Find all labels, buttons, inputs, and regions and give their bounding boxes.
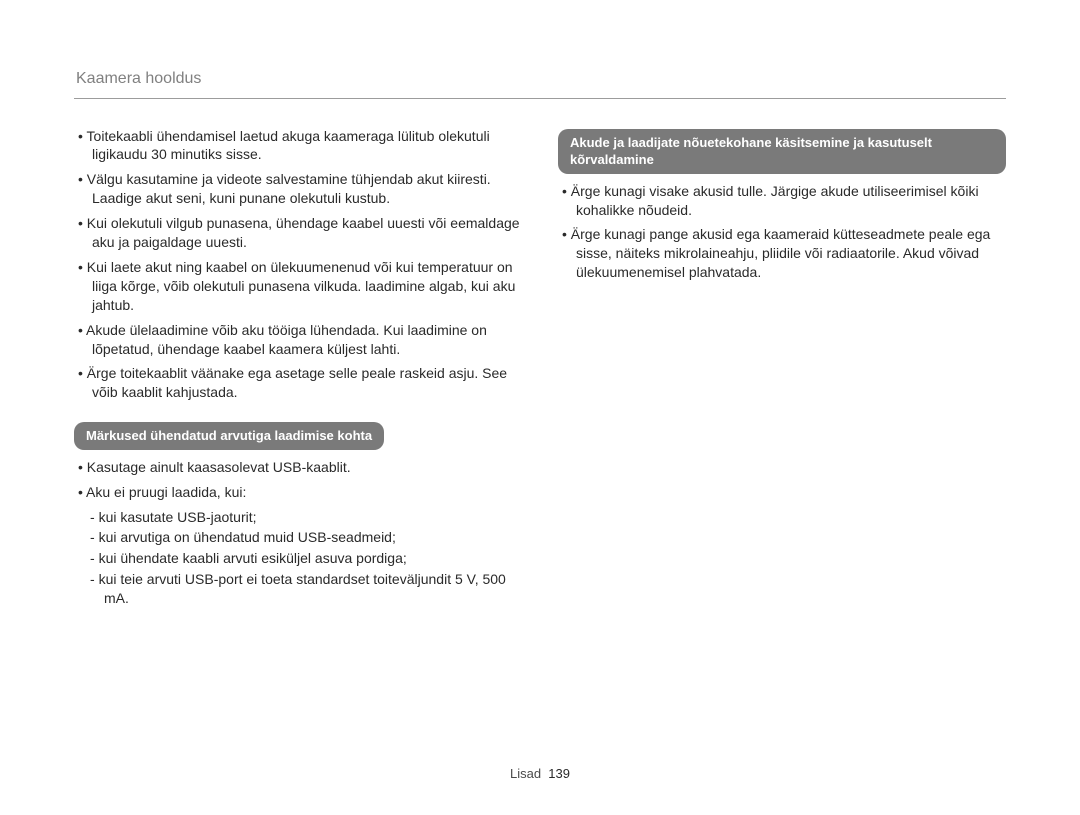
footer-page-number: 139 (548, 766, 570, 781)
dash-item: kui kasutate USB-jaoturit; (90, 508, 522, 527)
columns: Toitekaabli ühendamisel laetud akuga kaa… (74, 127, 1006, 610)
bullet-item: Kui laete akut ning kaabel on ülekuumene… (78, 258, 522, 315)
page-footer: Lisad 139 (0, 765, 1080, 783)
bullet-item: Ärge kunagi visake akusid tulle. Järgige… (562, 182, 1006, 220)
right-bullets: Ärge kunagi visake akusid tulle. Järgige… (558, 182, 1006, 282)
bullet-item: Kasutage ainult kaasasolevat USB-kaablit… (78, 458, 522, 477)
left-top-bullets: Toitekaabli ühendamisel laetud akuga kaa… (74, 127, 522, 403)
dash-item: kui ühendate kaabli arvuti esiküljel asu… (90, 549, 522, 568)
dash-item: kui arvutiga on ühendatud muid USB-seadm… (90, 528, 522, 547)
bullet-item: Toitekaabli ühendamisel laetud akuga kaa… (78, 127, 522, 165)
left-mid-bullets: Kasutage ainult kaasasolevat USB-kaablit… (74, 458, 522, 502)
bullet-item: Kui olekutuli vilgub punasena, ühendage … (78, 214, 522, 252)
left-dashes: kui kasutate USB-jaoturit; kui arvutiga … (74, 508, 522, 608)
right-pill-heading: Akude ja laadijate nõuetekohane käsitsem… (558, 129, 1006, 174)
footer-label: Lisad (510, 766, 541, 781)
left-column: Toitekaabli ühendamisel laetud akuga kaa… (74, 127, 522, 610)
page-title: Kaamera hooldus (76, 68, 1006, 90)
bullet-item: Ärge kunagi pange akusid ega kaameraid k… (562, 225, 1006, 282)
right-column: Akude ja laadijate nõuetekohane käsitsem… (558, 127, 1006, 610)
bullet-item: Välgu kasutamine ja videote salvestamine… (78, 170, 522, 208)
bullet-item: Akude ülelaadimine võib aku tööiga lühen… (78, 321, 522, 359)
left-pill-heading: Märkused ühendatud arvutiga laadimise ko… (74, 422, 384, 450)
horizontal-rule (74, 98, 1006, 99)
page: Kaamera hooldus Toitekaabli ühendamisel … (0, 0, 1080, 815)
bullet-item: Ärge toitekaablit väänake ega asetage se… (78, 364, 522, 402)
bullet-item: Aku ei pruugi laadida, kui: (78, 483, 522, 502)
dash-item: kui teie arvuti USB-port ei toeta standa… (90, 570, 522, 608)
